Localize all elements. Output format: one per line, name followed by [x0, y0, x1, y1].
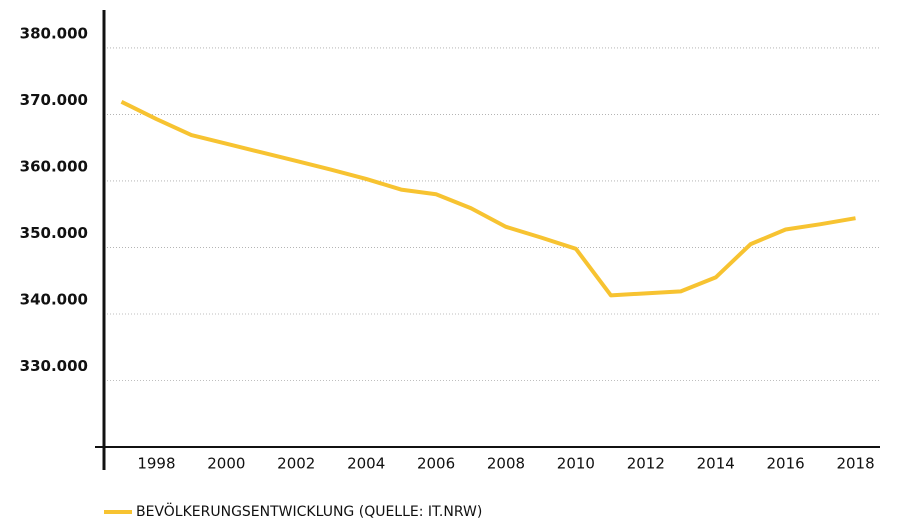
- y-tick-label: 330.000: [20, 357, 88, 375]
- y-tick-label: 370.000: [20, 91, 88, 109]
- x-tick-label: 2014: [697, 455, 735, 473]
- x-tick-label: 2002: [277, 455, 315, 473]
- x-tick-label: 2008: [487, 455, 525, 473]
- y-tick-label: 380.000: [20, 24, 88, 42]
- y-tick-label: 340.000: [20, 290, 88, 308]
- y-tick-label: 360.000: [20, 157, 88, 175]
- x-tick-label: 2010: [557, 455, 595, 473]
- x-tick-label: 2004: [347, 455, 385, 473]
- x-tick-label: 2012: [627, 455, 665, 473]
- series-line: [120, 99, 856, 298]
- x-tick-label: 2018: [836, 455, 874, 473]
- x-tick-label: 2006: [417, 455, 455, 473]
- legend-label: BEVÖLKERUNGSENTWICKLUNG (QUELLE: IT.NRW): [136, 502, 482, 520]
- x-tick-label: 2000: [207, 455, 245, 473]
- y-tick-label: 350.000: [20, 224, 88, 242]
- x-tick-label: 1998: [137, 455, 175, 473]
- x-tick-label: 2016: [767, 455, 805, 473]
